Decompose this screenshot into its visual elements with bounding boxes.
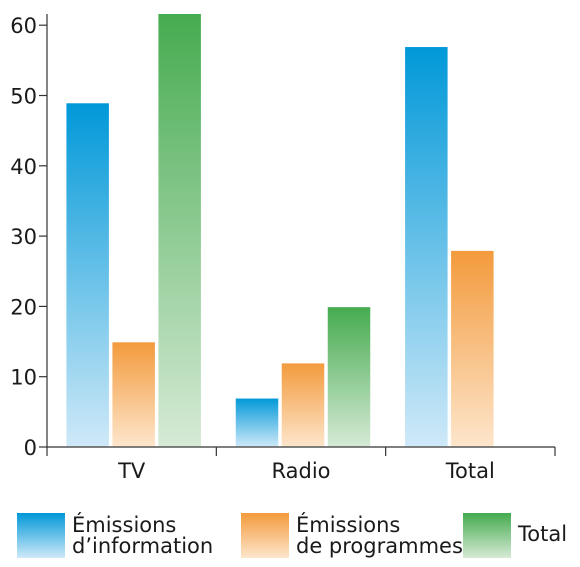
x-tick-label-tv: TV: [117, 459, 146, 483]
legend: Émissions d’information Émissions de pro…: [0, 512, 580, 567]
bar-radio-series-3: [326, 305, 372, 448]
legend-swatch-total: [462, 512, 512, 559]
y-tick-label-30: 30: [10, 225, 37, 249]
bar-tv-series-3: [156, 14, 203, 448]
legend-swatch-programmes: [240, 512, 290, 559]
y-tick-label-40: 40: [10, 155, 37, 179]
y-tick-label-60: 60: [10, 14, 37, 38]
y-tick-label-20: 20: [10, 295, 37, 319]
bar-radio-series-1: [234, 397, 280, 448]
legend-label-total: Total: [518, 522, 568, 546]
x-tick-label-radio: Radio: [271, 459, 330, 483]
bar-total-series-1: [403, 45, 450, 448]
legend-item-total: Total: [462, 512, 567, 559]
bar-tv-series-1: [64, 101, 111, 448]
legend-item-programmes: Émissions de programmes: [240, 512, 463, 559]
legend-item-information: Émissions d’information: [16, 512, 213, 559]
bar-radio-series-2: [280, 361, 326, 448]
chart: 0 10 20 30 40 50 60 TV Radio Total: [10, 14, 556, 483]
legend-swatch-information: [16, 512, 66, 559]
y-tick-label-50: 50: [10, 85, 37, 109]
y-tick-label-10: 10: [10, 366, 37, 390]
legend-label-information: Émissions d’information: [72, 513, 214, 558]
bar-tv-series-2: [110, 340, 157, 448]
axes-layer: 0 10 20 30 40 50 60 TV Radio Total: [10, 14, 556, 483]
y-tick-label-0: 0: [24, 436, 37, 460]
x-tick-label-total: Total: [445, 459, 495, 483]
bars-layer: [64, 14, 496, 448]
legend-label-programmes: Émissions de programmes: [296, 513, 463, 558]
bar-total-series-2: [449, 249, 496, 448]
